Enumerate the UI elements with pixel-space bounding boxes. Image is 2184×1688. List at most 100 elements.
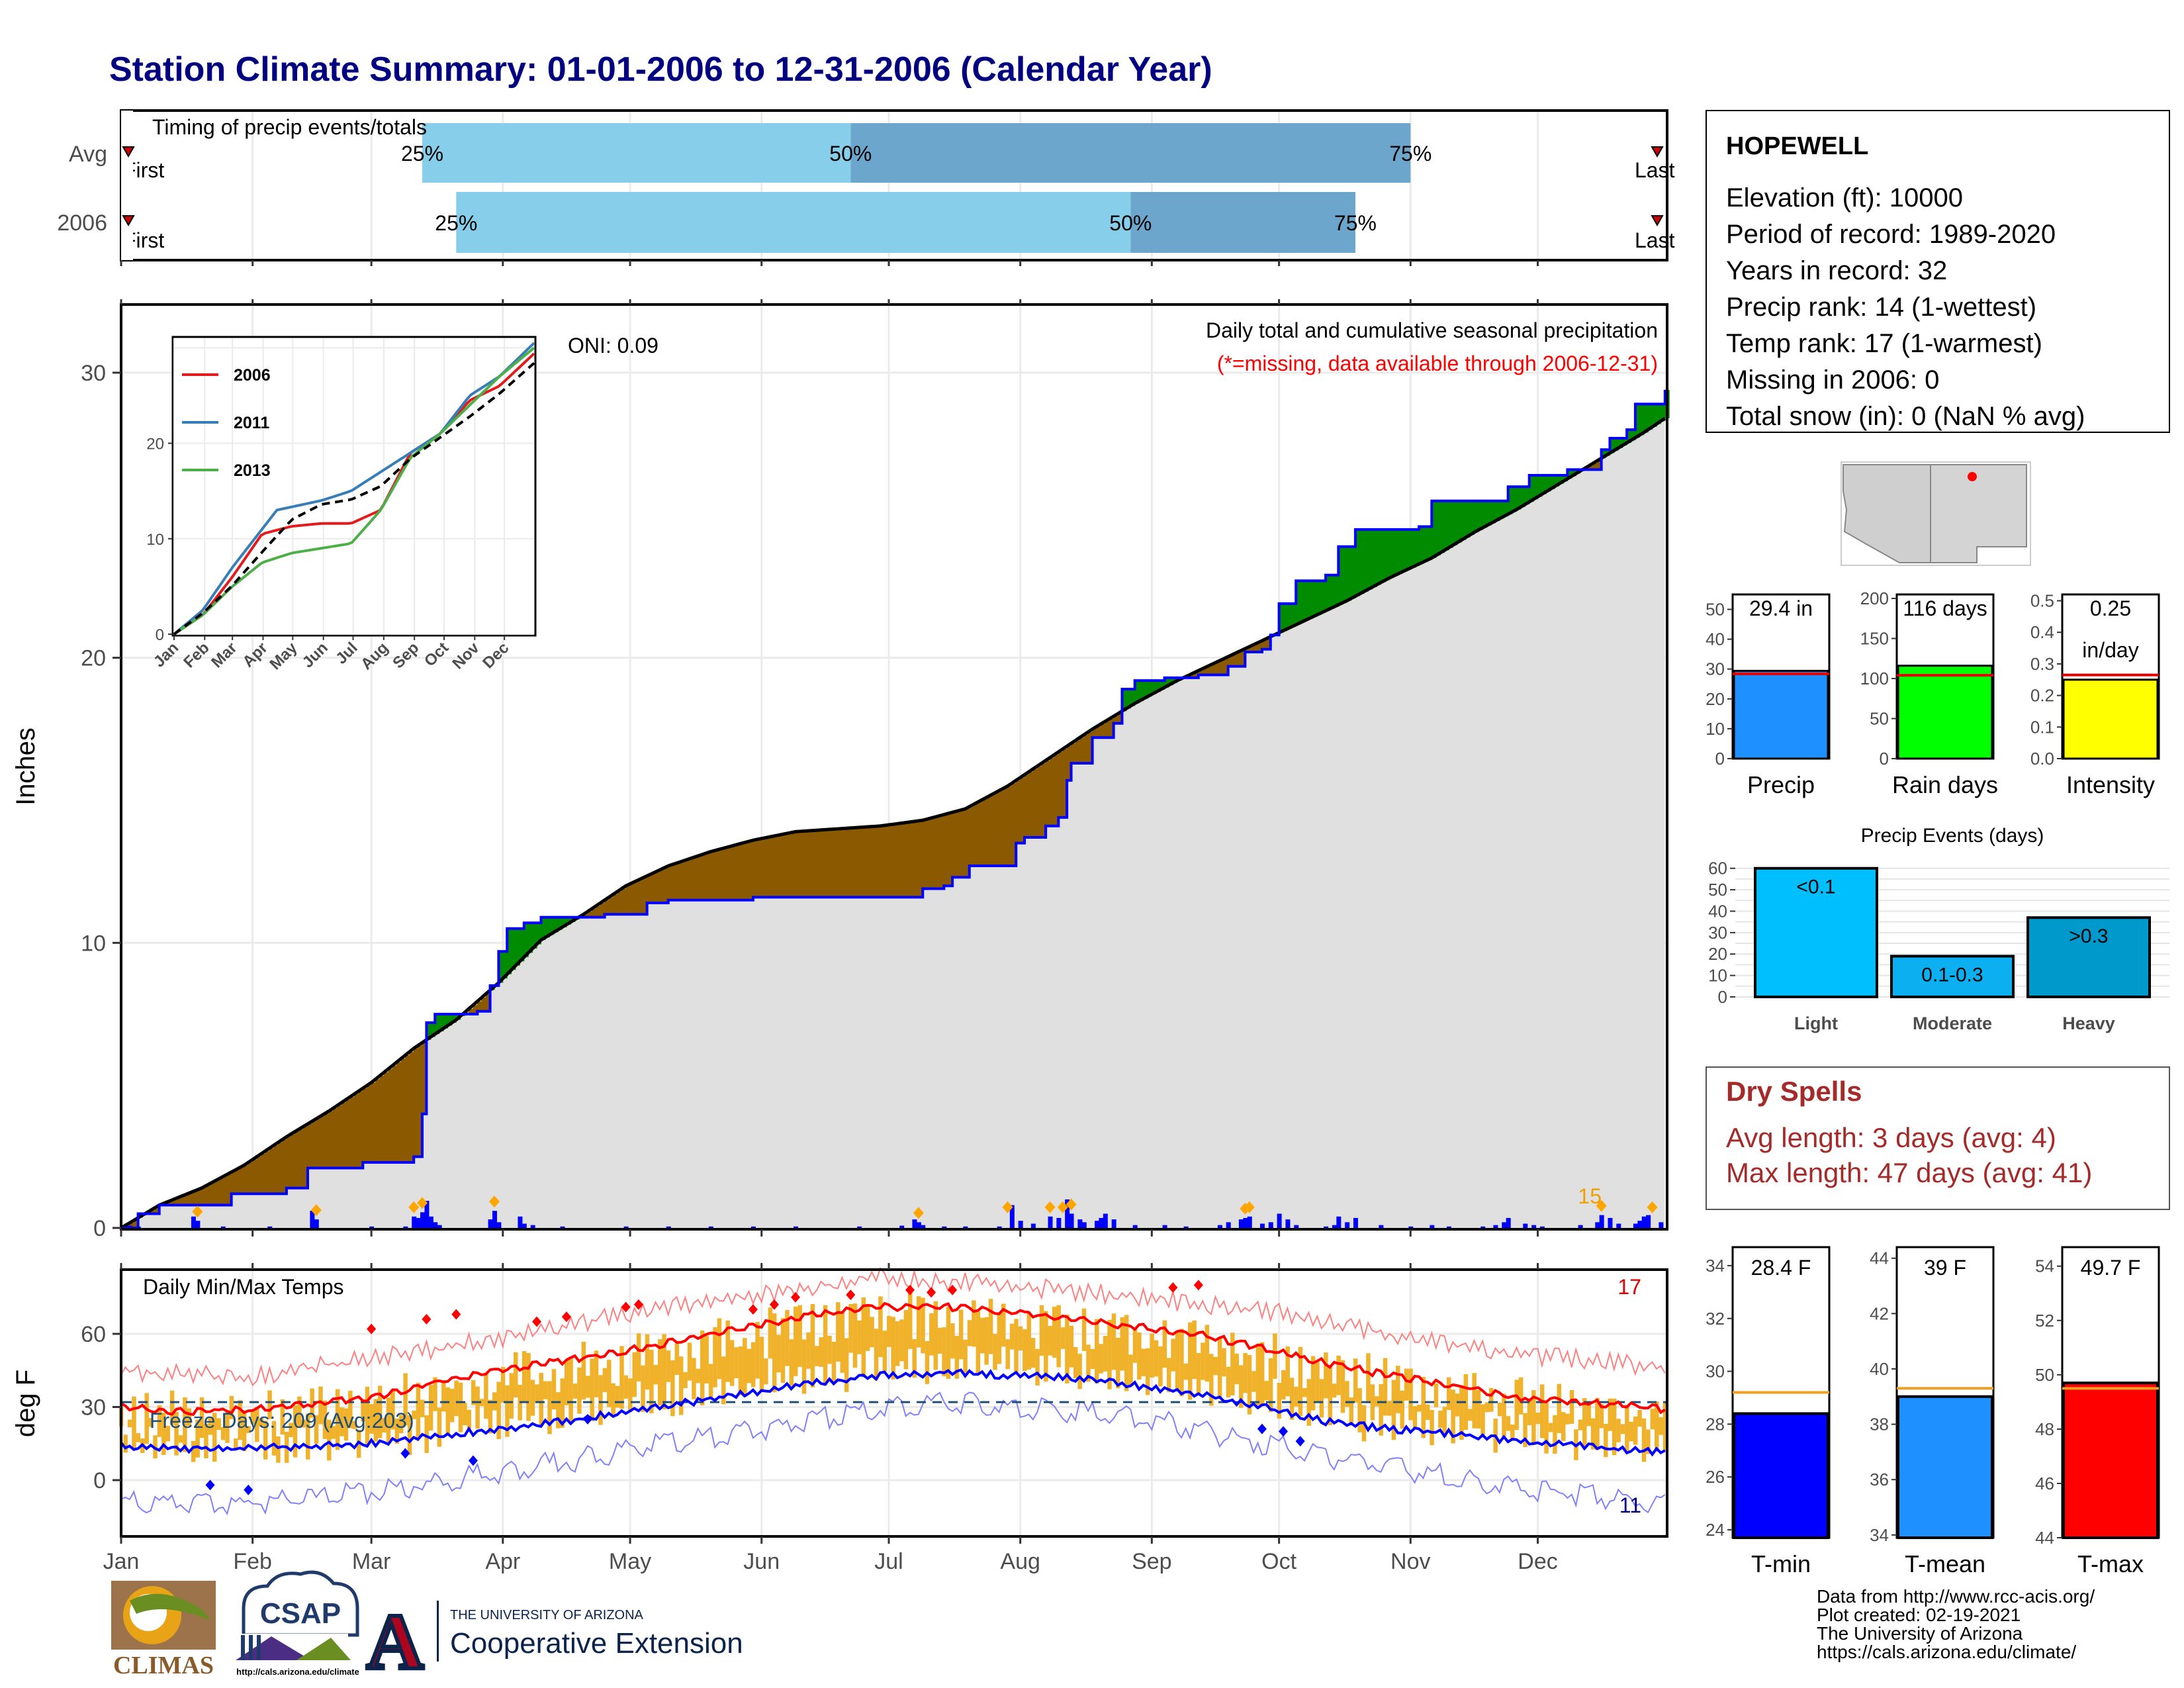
precip-deficit-area bbox=[820, 829, 826, 898]
daily-temp-range-bar bbox=[857, 1320, 862, 1354]
heavy-precip-event-marker bbox=[488, 1196, 500, 1208]
inset-legend-label: 2013 bbox=[234, 461, 271, 480]
record-low-marker bbox=[468, 1455, 478, 1466]
precip-surplus-area bbox=[557, 917, 563, 930]
daily-temp-range-bar bbox=[1281, 1370, 1286, 1400]
precip-surplus-area bbox=[1609, 438, 1615, 453]
temp-summary-y-tick-label: 38 bbox=[1870, 1415, 1889, 1434]
summary-y-tick-label: 20 bbox=[1706, 689, 1725, 709]
precip-surplus-area bbox=[1656, 404, 1661, 424]
daily-precip-bar bbox=[912, 1219, 917, 1228]
precip-surplus-area bbox=[1168, 677, 1173, 686]
precip-deficit-area bbox=[311, 1121, 317, 1168]
record-high-marker bbox=[633, 1299, 643, 1310]
daily-temp-range-bar bbox=[806, 1332, 811, 1369]
daily-temp-range-bar bbox=[1467, 1409, 1473, 1421]
timing-last-marker bbox=[1651, 146, 1664, 158]
precip-deficit-area bbox=[731, 845, 737, 900]
timing-year-last-label: Last bbox=[1635, 228, 1675, 252]
daily-temp-range-bar bbox=[348, 1390, 353, 1429]
daily-temp-range-bar bbox=[1103, 1335, 1108, 1372]
daily-temp-range-bar bbox=[1446, 1377, 1451, 1410]
daily-temp-range-bar bbox=[1421, 1376, 1426, 1438]
daily-temp-range-bar bbox=[793, 1306, 798, 1376]
daily-temp-range-bar bbox=[1081, 1308, 1087, 1351]
daily-temp-range-bar bbox=[169, 1390, 175, 1425]
daily-temp-range-bar bbox=[1620, 1424, 1625, 1434]
daily-temp-range-bar bbox=[1086, 1344, 1091, 1382]
daily-temp-range-bar bbox=[1285, 1346, 1290, 1397]
temp-y-axis-label: deg F bbox=[11, 1370, 40, 1437]
daily-temp-range-bar bbox=[759, 1336, 764, 1393]
precip-deficit-area bbox=[934, 816, 940, 889]
daily-temp-range-bar bbox=[178, 1435, 183, 1443]
daily-temp-range-bar bbox=[908, 1291, 913, 1349]
temp-summary-bar bbox=[1733, 1412, 1829, 1539]
daily-temp-range-bar bbox=[1484, 1402, 1490, 1413]
daily-temp-range-bar bbox=[1294, 1386, 1298, 1407]
daily-precip-bar bbox=[416, 1217, 421, 1228]
inset-x-tick-label: Apr bbox=[239, 639, 271, 671]
daily-temp-range-bar bbox=[878, 1296, 883, 1358]
daily-temp-range-bar bbox=[208, 1417, 213, 1435]
daily-temp-range-bar bbox=[1553, 1415, 1557, 1454]
daily-temp-range-bar bbox=[581, 1341, 586, 1400]
daily-temp-range-bar bbox=[250, 1409, 255, 1425]
precip-surplus-area bbox=[1300, 581, 1305, 623]
month-label: Mar bbox=[352, 1549, 391, 1574]
record-high-marker bbox=[451, 1309, 461, 1320]
cold-days-count: 11 bbox=[1619, 1493, 1641, 1517]
inset-x-tick-label: Nov bbox=[449, 639, 483, 673]
daily-temp-range-bar bbox=[1662, 1401, 1668, 1452]
daily-temp-range-bar bbox=[132, 1396, 136, 1450]
daily-precip-bar bbox=[1480, 1226, 1486, 1228]
daily-temp-range-bar bbox=[1430, 1409, 1434, 1446]
daily-temp-range-bar bbox=[1273, 1333, 1277, 1379]
daily-temp-range-bar bbox=[649, 1350, 654, 1414]
daily-temp-range-bar bbox=[590, 1358, 594, 1421]
daily-temp-range-bar bbox=[445, 1387, 450, 1434]
precip-deficit-area bbox=[672, 864, 678, 900]
daily-temp-range-bar bbox=[1616, 1419, 1621, 1442]
inset-legend-label: 2011 bbox=[234, 414, 269, 432]
daily-temp-range-bar bbox=[1238, 1365, 1244, 1408]
cumulative-average-line bbox=[120, 416, 1666, 1230]
daily-temp-range-bar bbox=[1090, 1348, 1095, 1369]
precip-deficit-area bbox=[999, 790, 1004, 867]
daily-temp-range-bar bbox=[972, 1300, 976, 1347]
daily-temp-range-bar bbox=[1023, 1329, 1027, 1372]
precip-deficit-area bbox=[404, 1055, 410, 1162]
daily-temp-range-bar bbox=[789, 1339, 794, 1386]
timing-avg-p50-label: 50% bbox=[829, 142, 872, 165]
precip-deficit-area bbox=[1041, 763, 1046, 837]
precip-deficit-area bbox=[133, 1220, 139, 1228]
precip-deficit-area bbox=[1117, 714, 1122, 724]
precip-surplus-area bbox=[1325, 575, 1331, 611]
precip-surplus-area bbox=[1414, 529, 1420, 566]
inset-x-tick-label: Oct bbox=[421, 639, 452, 670]
average-min-temp-line bbox=[120, 1368, 1666, 1457]
heavy-precip-event-marker bbox=[1244, 1201, 1255, 1213]
precip-deficit-area bbox=[1075, 740, 1080, 764]
precip-surplus-area bbox=[1422, 526, 1428, 562]
daily-temp-range-bar bbox=[912, 1338, 917, 1378]
csap-logo-text: CSAP bbox=[260, 1597, 341, 1630]
precip-deficit-area bbox=[328, 1111, 334, 1168]
daily-temp-range-bar bbox=[721, 1356, 726, 1405]
summary-y-tick-label: 50 bbox=[1870, 709, 1889, 729]
daily-temp-range-bar bbox=[522, 1351, 527, 1403]
precip-deficit-area bbox=[303, 1126, 308, 1188]
daily-precip-bar bbox=[1608, 1217, 1613, 1228]
oni-value: ONI: 0.09 bbox=[568, 334, 659, 357]
precip-surplus-area bbox=[1499, 500, 1504, 519]
daily-temp-range-bar bbox=[687, 1342, 692, 1381]
month-label: Feb bbox=[233, 1549, 272, 1574]
precip-deficit-area bbox=[341, 1102, 347, 1168]
summary-y-tick-label: 30 bbox=[1706, 659, 1725, 679]
daily-temp-range-bar bbox=[1518, 1377, 1524, 1415]
daily-precip-bar bbox=[560, 1226, 565, 1228]
daily-temp-range-bar bbox=[458, 1382, 463, 1432]
heavy-precip-event-marker bbox=[1647, 1201, 1658, 1213]
daily-temp-range-bar bbox=[1009, 1323, 1015, 1350]
precip-deficit-area bbox=[927, 819, 932, 889]
